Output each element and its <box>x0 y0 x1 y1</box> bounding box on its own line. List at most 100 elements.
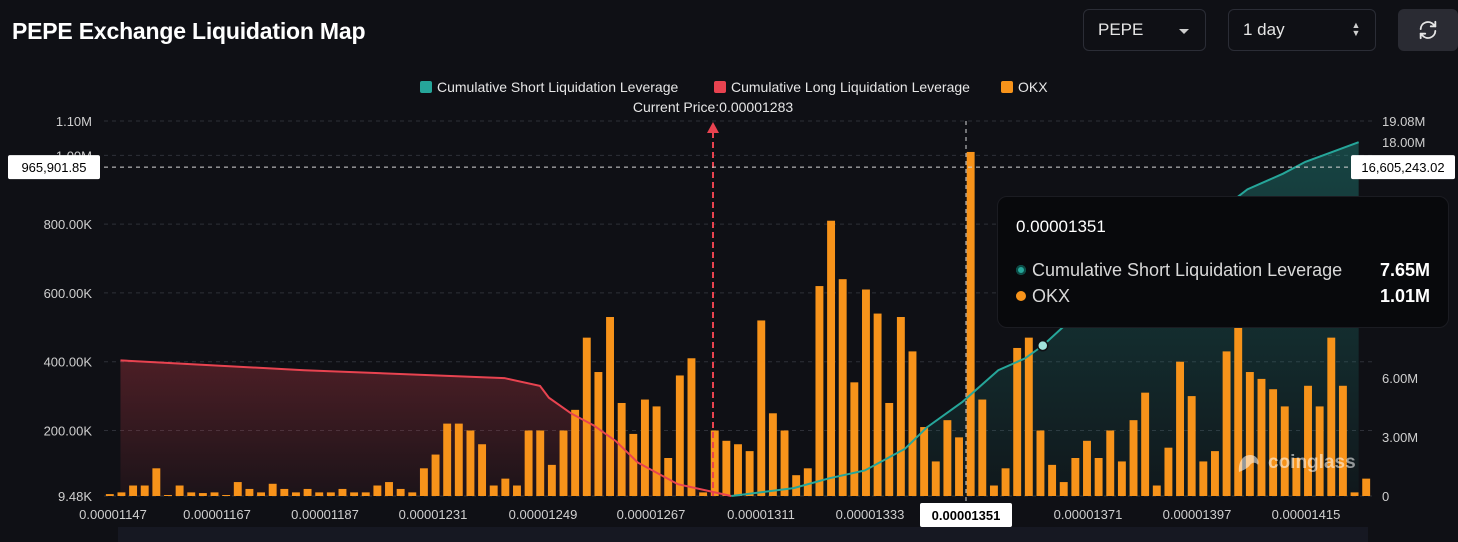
okx-bar[interactable] <box>943 420 952 496</box>
okx-bar[interactable] <box>1117 461 1126 496</box>
okx-bar[interactable] <box>1280 406 1289 496</box>
okx-bar[interactable] <box>640 399 649 496</box>
okx-bar[interactable] <box>175 485 184 496</box>
okx-bar[interactable] <box>280 488 289 496</box>
okx-bar[interactable] <box>1338 385 1347 496</box>
okx-bar[interactable] <box>152 468 161 496</box>
okx-bar[interactable] <box>1187 396 1196 496</box>
okx-bar[interactable] <box>873 313 882 496</box>
okx-bar[interactable] <box>1222 351 1231 496</box>
okx-bar[interactable] <box>745 451 754 496</box>
okx-bar[interactable] <box>164 495 172 496</box>
okx-bar[interactable] <box>1141 392 1150 496</box>
okx-bar[interactable] <box>1106 430 1115 496</box>
okx-bar[interactable] <box>1094 458 1103 496</box>
okx-bar[interactable] <box>1036 430 1045 496</box>
okx-bar[interactable] <box>1234 292 1243 496</box>
okx-bar[interactable] <box>1199 461 1208 496</box>
okx-bar[interactable] <box>338 488 347 496</box>
okx-bar[interactable] <box>838 279 847 496</box>
okx-bar[interactable] <box>1269 389 1278 496</box>
okx-bar[interactable] <box>1164 447 1173 496</box>
okx-bar[interactable] <box>245 488 254 496</box>
okx-bar[interactable] <box>222 495 231 496</box>
okx-bar[interactable] <box>827 220 836 496</box>
okx-bar[interactable] <box>896 317 905 496</box>
okx-bar[interactable] <box>315 492 324 496</box>
okx-bar[interactable] <box>768 413 777 496</box>
legend-label[interactable]: OKX <box>1018 79 1048 95</box>
okx-bar[interactable] <box>955 437 963 496</box>
okx-bar[interactable] <box>862 289 870 497</box>
refresh-button[interactable] <box>1398 9 1458 51</box>
okx-bar[interactable] <box>419 468 428 496</box>
okx-bar[interactable] <box>734 444 742 496</box>
okx-bar[interactable] <box>373 485 382 496</box>
okx-bar[interactable] <box>117 492 126 496</box>
okx-bar[interactable] <box>1350 492 1359 496</box>
okx-bar[interactable] <box>1211 451 1219 496</box>
okx-bar[interactable] <box>1176 361 1185 496</box>
okx-bar[interactable] <box>803 468 812 496</box>
legend-label[interactable]: Cumulative Long Liquidation Leverage <box>731 79 970 95</box>
okx-bar[interactable] <box>722 440 731 496</box>
okx-bar[interactable] <box>361 492 370 496</box>
okx-bar[interactable] <box>501 478 510 496</box>
okx-bar[interactable] <box>1001 468 1010 496</box>
okx-bar[interactable] <box>466 430 475 496</box>
okx-bar[interactable] <box>920 427 929 496</box>
okx-bar[interactable] <box>850 382 859 496</box>
okx-bar[interactable] <box>513 485 521 496</box>
okx-bar[interactable] <box>291 492 300 496</box>
okx-bar[interactable] <box>1257 378 1266 496</box>
okx-bar[interactable] <box>1048 464 1057 496</box>
legend-label[interactable]: Cumulative Short Liquidation Leverage <box>437 79 678 95</box>
okx-bar[interactable] <box>1315 406 1324 496</box>
okx-bar[interactable] <box>187 492 196 496</box>
okx-bar[interactable] <box>559 430 568 496</box>
okx-bar[interactable] <box>198 493 207 496</box>
okx-bar[interactable] <box>536 430 545 496</box>
okx-bar[interactable] <box>105 494 114 496</box>
okx-bar[interactable] <box>757 320 766 496</box>
okx-bar[interactable] <box>1292 458 1301 496</box>
okx-bar[interactable] <box>908 351 917 496</box>
okx-bar[interactable] <box>1129 420 1138 496</box>
okx-bar[interactable] <box>454 423 463 496</box>
okx-bar[interactable] <box>710 430 719 496</box>
okx-bar[interactable] <box>396 488 405 496</box>
zoom-slider[interactable] <box>118 527 1368 542</box>
okx-bar[interactable] <box>524 430 533 496</box>
okx-bar[interactable] <box>210 492 219 496</box>
okx-bar[interactable] <box>594 372 603 496</box>
okx-bar[interactable] <box>815 286 824 496</box>
okx-bar[interactable] <box>978 399 987 496</box>
okx-bar[interactable] <box>268 483 277 496</box>
okx-bar[interactable] <box>547 464 556 496</box>
okx-bar[interactable] <box>687 358 696 496</box>
okx-bar[interactable] <box>931 461 940 496</box>
okx-bar[interactable] <box>1245 372 1254 496</box>
okx-bar[interactable] <box>571 409 580 496</box>
okx-bar[interactable] <box>780 430 789 496</box>
okx-bar[interactable] <box>606 317 614 496</box>
okx-bar[interactable] <box>350 492 359 496</box>
okx-bar[interactable] <box>652 406 661 496</box>
okx-bar[interactable] <box>629 433 638 496</box>
okx-bar[interactable] <box>1071 458 1080 496</box>
okx-bar[interactable] <box>408 492 417 496</box>
okx-bar[interactable] <box>431 454 440 496</box>
time-range-select[interactable]: 1 day ▲ ▼ <box>1228 9 1376 51</box>
okx-bar[interactable] <box>885 402 894 496</box>
okx-bar[interactable] <box>140 485 149 496</box>
okx-bar[interactable] <box>1059 482 1068 496</box>
okx-bar-highlight[interactable] <box>966 151 975 496</box>
okx-bar[interactable] <box>303 488 312 496</box>
okx-bar[interactable] <box>257 492 265 496</box>
okx-bar[interactable] <box>1362 478 1371 496</box>
okx-bar[interactable] <box>699 492 708 496</box>
okx-bar[interactable] <box>989 485 998 496</box>
okx-bar[interactable] <box>582 337 591 496</box>
symbol-select[interactable]: PEPE <box>1083 9 1206 51</box>
okx-bar[interactable] <box>385 482 393 496</box>
